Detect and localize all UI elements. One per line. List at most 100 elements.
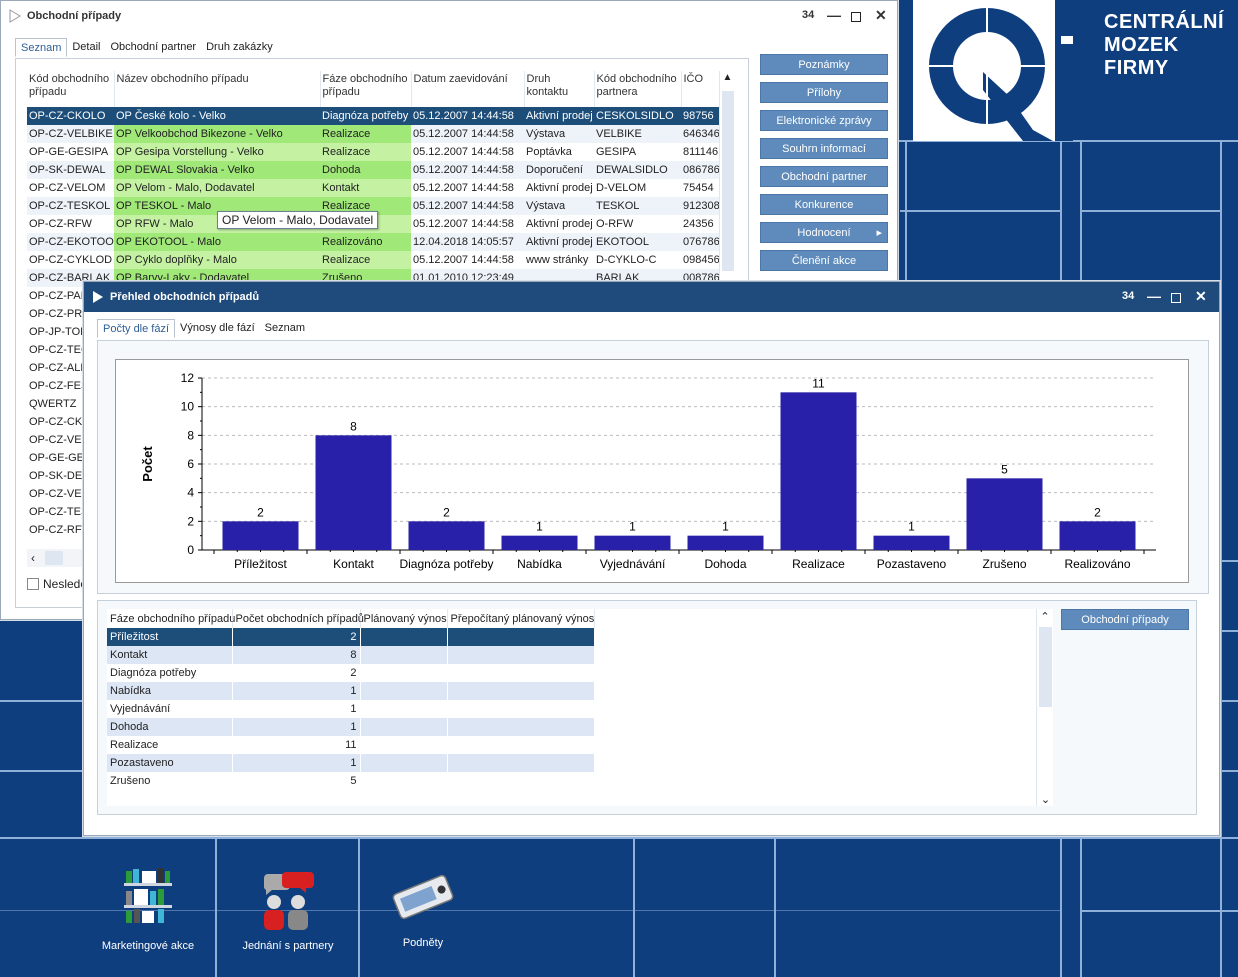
- table-row[interactable]: OP-CZ-VELO: [27, 485, 733, 503]
- scroll-left-icon[interactable]: ‹: [31, 551, 35, 565]
- table-row[interactable]: OP-CZ-TESKOL OP TESKOL - Malo Realizace 05.…: [27, 197, 733, 215]
- table-row[interactable]: OP-CZ-ALK: [27, 359, 733, 377]
- minimize-icon[interactable]: —: [1147, 288, 1161, 304]
- summary-count: 1: [232, 682, 361, 700]
- tab-seznam[interactable]: Seznam: [15, 38, 68, 57]
- table-cell: Aktivní prodej: [526, 182, 593, 194]
- action-button-0[interactable]: Poznámky: [760, 54, 888, 75]
- desktop-icon-suggestions[interactable]: Podněty: [370, 872, 476, 949]
- table-cell: Realizace: [320, 251, 411, 269]
- desktop-icon-marketing[interactable]: Marketingové akce: [95, 865, 201, 952]
- table-row[interactable]: OP-CZ-TEC: [27, 341, 733, 359]
- col-faze[interactable]: Fáze obchodního případu: [320, 71, 412, 107]
- x-tick-label: Diagnóza potřeby: [399, 557, 493, 571]
- minimize-icon[interactable]: —: [827, 7, 841, 23]
- table-row[interactable]: OP-CZ-RFW OP RFW - Malo 05.12.2007 14:44:5…: [27, 215, 733, 233]
- tab-seznam[interactable]: Seznam: [264, 322, 305, 334]
- table-cell: Diagnóza potřeby: [320, 107, 411, 125]
- table-row[interactable]: OP-CZ-CYKLOD OP Cyklo doplňky - Malo Reali…: [27, 251, 733, 269]
- table-row[interactable]: OP-JP-TOM: [27, 323, 733, 341]
- nesledovat-checkbox[interactable]: [27, 578, 39, 590]
- table-cell: OP-CZ-PAP: [29, 290, 89, 302]
- col-planovany-vynos[interactable]: Plánovaný výnos: [360, 609, 448, 628]
- table-cell: 05.12.2007 14:44:58: [413, 146, 514, 158]
- table-cell: Realizace: [320, 197, 411, 215]
- table-row[interactable]: OP-GE-GES: [27, 449, 733, 467]
- maximize-icon[interactable]: [851, 9, 861, 25]
- table-row[interactable]: OP-GE-GESIPA OP Gesipa Vorstellung - Velk…: [27, 143, 733, 161]
- table-cell: OP-CZ-EKOTOOL: [27, 233, 114, 251]
- summary-row[interactable]: Příležitost 2: [107, 628, 595, 646]
- obchodni-pripady-button[interactable]: Obchodní případy: [1061, 609, 1189, 630]
- tab-vynosy-dle-fazi[interactable]: Výnosy dle fází: [180, 322, 255, 334]
- desktop-icon-meetings[interactable]: Jednání s partnery: [235, 870, 341, 952]
- close-icon[interactable]: ✕: [875, 7, 887, 23]
- chevron-up-icon[interactable]: ⌃: [1040, 611, 1050, 623]
- chart-bar: [501, 535, 578, 550]
- y-tick-label: 4: [187, 486, 194, 500]
- table-row[interactable]: OP-CZ-CKO: [27, 413, 733, 431]
- tab-obchodni-partner[interactable]: Obchodní partner: [110, 41, 197, 53]
- col-datum[interactable]: Datum zaevidování: [411, 71, 525, 107]
- summary-row[interactable]: Realizace 11: [107, 736, 595, 754]
- tab-pocty-dle-fazi[interactable]: Počty dle fází: [97, 319, 176, 338]
- action-button-2[interactable]: Elektronické zprávy: [760, 110, 888, 131]
- table-cell: OP Velom - Malo, Dodavatel: [114, 179, 320, 197]
- table-cell: OP-CZ-FES: [29, 380, 89, 392]
- tab-detail[interactable]: Detail: [72, 41, 101, 53]
- table-row[interactable]: OP-CZ-EKOTOOL OP EKOTOOL - Malo Realizován…: [27, 233, 733, 251]
- summary-row[interactable]: Vyjednávání 1: [107, 700, 595, 718]
- summary-count: 2: [232, 628, 361, 646]
- table-row[interactable]: OP-CZ-TESI: [27, 503, 733, 521]
- chart-bar: [780, 392, 857, 550]
- table-cell: O-RFW: [596, 218, 634, 230]
- table-cell: Výstava: [524, 125, 594, 143]
- summary-recalculated: [447, 646, 595, 664]
- action-button-4[interactable]: Obchodní partner: [760, 166, 888, 187]
- table-row[interactable]: OP-CZ-PAP: [27, 287, 733, 305]
- summary-row[interactable]: Pozastaveno 1: [107, 754, 595, 772]
- table-cell: OP-CZ-ALK: [29, 362, 88, 374]
- col-kod[interactable]: Kód obchodního případu: [27, 71, 115, 107]
- table-row[interactable]: QWERTZ: [27, 395, 733, 413]
- bar-value-label: 11: [812, 376, 825, 390]
- chevron-down-icon[interactable]: ⌄: [1040, 794, 1051, 806]
- summary-vertical-scrollbar[interactable]: ⌃ ⌄: [1036, 609, 1053, 806]
- col-prepocitany-vynos[interactable]: Přepočítaný plánovaný výnos: [447, 609, 595, 628]
- table-row[interactable]: OP-CZ-PRO: [27, 305, 733, 323]
- maximize-icon[interactable]: [1171, 290, 1181, 306]
- chart-bar: [222, 521, 299, 550]
- table-cell: OP-CZ-VELE: [29, 434, 96, 446]
- action-button-3[interactable]: Souhrn informací: [760, 138, 888, 159]
- table-row[interactable]: OP-CZ-RFW: [27, 521, 733, 539]
- action-button-1[interactable]: Přílohy: [760, 82, 888, 103]
- action-button-6[interactable]: Hodnocení ▸: [760, 222, 888, 243]
- summary-row[interactable]: Nabídka 1: [107, 682, 595, 700]
- col-pocet[interactable]: Počet obchodních případů: [232, 609, 364, 628]
- table-row[interactable]: OP-CZ-FES: [27, 377, 733, 395]
- summary-row[interactable]: Diagnóza potřeby 2: [107, 664, 595, 682]
- table-row[interactable]: OP-SK-DEW: [27, 467, 733, 485]
- summary-row[interactable]: Kontakt 8: [107, 646, 595, 664]
- table-row[interactable]: OP-SK-DEWAL OP DEWAL Slovakia - Velko Doho…: [27, 161, 733, 179]
- table-row[interactable]: OP-CZ-VELE: [27, 431, 733, 449]
- col-faze[interactable]: Fáze obchodního případu: [107, 609, 235, 628]
- table-cell: Aktivní prodej: [524, 107, 594, 125]
- summary-row[interactable]: Dohoda 1: [107, 718, 595, 736]
- summary-row[interactable]: Zrušeno 5: [107, 772, 595, 790]
- tab-druh-zakazky[interactable]: Druh zakázky: [206, 41, 273, 53]
- bar-value-label: 2: [443, 505, 450, 519]
- table-row[interactable]: OP-CZ-VELBIKE OP Velkoobchod Bikezone - V…: [27, 125, 733, 143]
- close-icon[interactable]: ✕: [1195, 288, 1207, 304]
- col-kod-partnera[interactable]: Kód obchodního partnera: [594, 71, 682, 107]
- col-druh[interactable]: Druh kontaktu: [524, 71, 595, 107]
- bar-value-label: 8: [350, 419, 357, 433]
- table-row[interactable]: OP-CZ-CKOLO OP České kolo - Velko Diagnóza…: [27, 107, 733, 125]
- summary-planned: [360, 700, 448, 718]
- action-button-5[interactable]: Konkurence: [760, 194, 888, 215]
- col-nazev[interactable]: Název obchodního případu: [114, 71, 321, 107]
- table-row[interactable]: OP-CZ-VELOM OP Velom - Malo, Dodavatel Kon…: [27, 179, 733, 197]
- scroll-up-icon[interactable]: ▲: [722, 72, 733, 83]
- chart-bar: [594, 535, 671, 550]
- action-button-7[interactable]: Členění akce: [760, 250, 888, 271]
